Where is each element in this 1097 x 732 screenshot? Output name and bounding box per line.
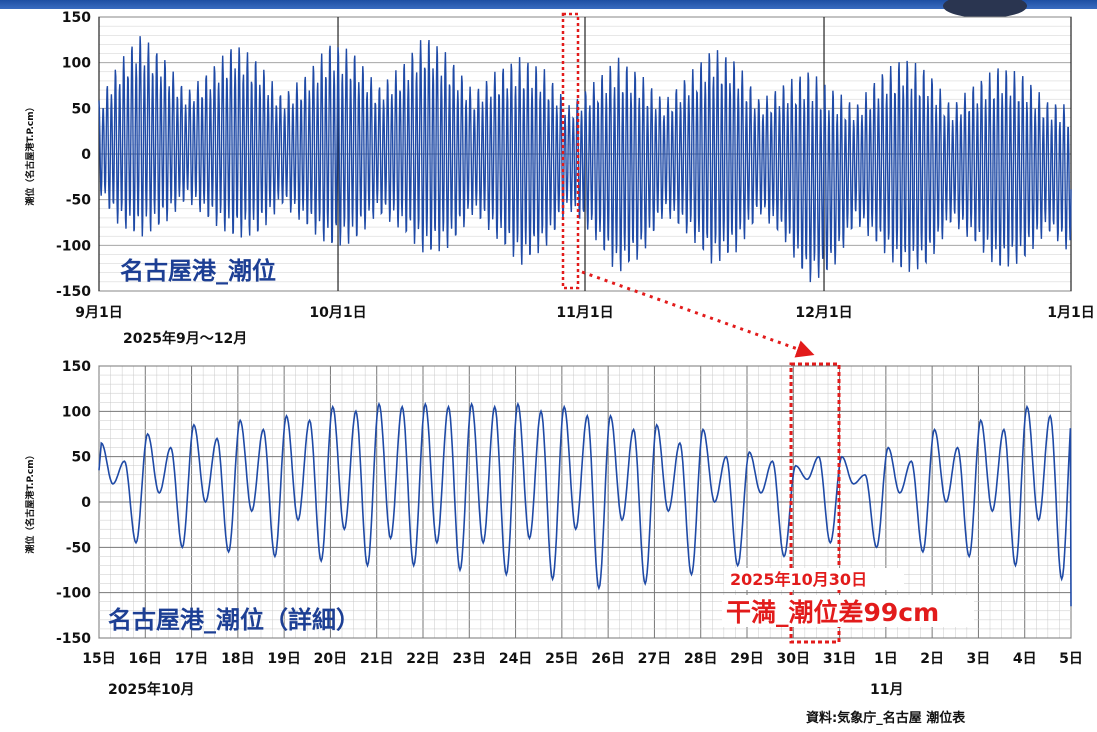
top-y-tick-label: -100: [56, 238, 91, 254]
top-y-tick-label: 50: [72, 101, 92, 117]
bottom-x-tick-label: 29日: [730, 651, 763, 667]
bottom-y-tick-label: -150: [56, 631, 91, 647]
top-panel-title: 名古屋港_潮位: [120, 257, 276, 285]
decorative-boat-icon: [943, 0, 1027, 18]
bottom-x-tick-label: 24日: [499, 651, 532, 667]
top-x-tick-label: 1月1日: [1047, 305, 1094, 321]
bottom-x-tick-label: 18日: [221, 651, 254, 667]
annotation-range: 干満_潮位差99cm: [726, 598, 939, 627]
bottom-x-tick-label: 31日: [823, 651, 856, 667]
bottom-x-tick-label: 19日: [267, 651, 300, 667]
month-label-november: 11月: [870, 682, 903, 698]
bottom-x-tick-label: 23日: [453, 651, 486, 667]
bottom-x-tick-label: 26日: [591, 651, 624, 667]
top-x-tick-label: 11月1日: [556, 305, 613, 321]
bottom-tide-line: [98, 401, 1072, 607]
bottom-y-tick-label: -100: [56, 586, 91, 602]
top-y-tick-label: -50: [66, 193, 92, 209]
bottom-x-tick-label: 1日: [874, 651, 898, 667]
bottom-x-tick-labels: 15日 16日 17日 18日 19日 20日 21日 22日 23日 24日 25日 26日 27日 2…: [82, 651, 1083, 667]
bottom-x-tick-label: 28日: [684, 651, 717, 667]
bottom-x-tick-label: 2日: [920, 651, 944, 667]
bottom-x-tick-label: 15日: [82, 651, 115, 667]
bottom-x-tick-label: 30日: [777, 651, 810, 667]
month-label-october: 2025年10月: [108, 681, 194, 698]
top-highlight-box: [561, 12, 580, 290]
top-color-band: [0, 0, 1097, 9]
chart-top: 150 100 50 0 -50 -100 -150 9月1日 10月1日 11月1日 12月1日…: [24, 10, 1095, 347]
bottom-x-tick-label: 27日: [638, 651, 671, 667]
bottom-x-tick-label: 5日: [1059, 651, 1083, 667]
bottom-y-tick-label: 0: [81, 495, 91, 511]
top-x-tick-label: 12月1日: [795, 305, 852, 321]
top-y-tick-label: 100: [62, 56, 91, 72]
bottom-x-tick-label: 17日: [175, 651, 208, 667]
top-x-tick-labels: 9月1日 10月1日 11月1日 12月1日 1月1日: [75, 305, 1094, 321]
bottom-y-tick-label: 150: [62, 359, 91, 375]
top-y-axis-label: 潮位（名古屋港T.P.cm）: [24, 102, 36, 205]
top-date-range: 2025年9月～12月: [123, 330, 247, 347]
top-y-tick-labels: 150 100 50 0 -50 -100 -150: [56, 10, 91, 300]
chart-bottom: 150 100 50 0 -50 -100 -150 15日 16日 17日 18日 19日 20日 2…: [24, 359, 1083, 698]
top-tide-series: [98, 36, 1072, 283]
bottom-y-tick-label: 50: [72, 450, 92, 466]
bottom-y-tick-label: 100: [62, 404, 91, 420]
bottom-y-tick-label: -50: [66, 540, 92, 556]
bottom-x-tick-label: 4日: [1013, 651, 1037, 667]
bottom-highlight-box: [789, 362, 841, 644]
top-tide-line: [98, 36, 1072, 283]
source-note: 資料:気象庁_名古屋 潮位表: [806, 710, 966, 726]
top-y-tick-label: 150: [62, 10, 91, 26]
bottom-x-tick-label: 20日: [314, 651, 347, 667]
annotation-text-bg: [722, 595, 974, 627]
top-y-tick-label: 0: [81, 147, 91, 163]
bottom-x-tick-label: 3日: [967, 651, 991, 667]
top-y-tick-label: -150: [56, 284, 91, 300]
top-x-tick-label: 9月1日: [75, 305, 122, 321]
bottom-panel-title: 名古屋港_潮位（詳細）: [108, 606, 360, 634]
bottom-y-axis-label: 潮位（名古屋港T.P.cm）: [24, 450, 36, 553]
bottom-x-tick-label: 16日: [129, 651, 162, 667]
bottom-x-tick-label: 22日: [406, 651, 439, 667]
bottom-x-tick-label: 25日: [545, 651, 578, 667]
bottom-tide-series: [98, 401, 1072, 607]
bottom-x-tick-label: 21日: [360, 651, 393, 667]
bottom-y-tick-labels: 150 100 50 0 -50 -100 -150: [56, 359, 91, 647]
bottom-grid: [98, 365, 1072, 639]
top-x-tick-label: 10月1日: [309, 305, 366, 321]
annotation-date-bg: [724, 568, 904, 590]
annotation-date: 2025年10月30日: [730, 570, 867, 589]
